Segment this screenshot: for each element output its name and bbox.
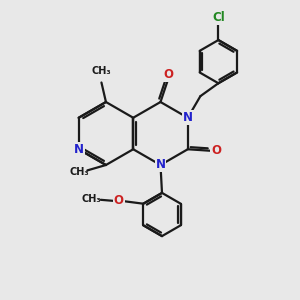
Text: N: N	[74, 143, 84, 156]
Text: O: O	[114, 194, 124, 207]
Text: O: O	[211, 144, 221, 157]
Text: Cl: Cl	[212, 11, 225, 24]
Text: O: O	[163, 68, 173, 81]
Text: N: N	[183, 111, 193, 124]
Text: N: N	[155, 158, 166, 172]
Text: CH₃: CH₃	[81, 194, 101, 204]
Text: CH₃: CH₃	[69, 167, 89, 177]
Text: CH₃: CH₃	[92, 66, 111, 76]
